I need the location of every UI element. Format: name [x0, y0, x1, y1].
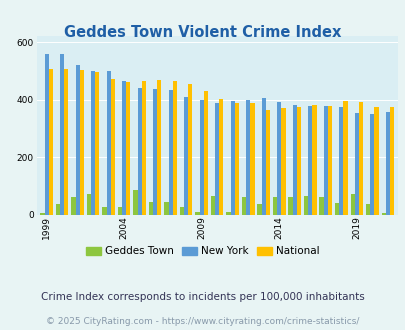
Bar — [327, 106, 331, 214]
Bar — [75, 65, 79, 214]
Bar — [95, 72, 99, 215]
Bar — [126, 82, 130, 214]
Bar — [133, 190, 137, 214]
Bar — [241, 197, 245, 215]
Bar — [60, 54, 64, 214]
Bar — [369, 114, 373, 214]
Bar — [319, 197, 323, 214]
Bar — [354, 113, 358, 214]
Bar — [64, 69, 68, 215]
Bar — [45, 54, 49, 214]
Bar — [272, 197, 277, 214]
Bar — [168, 90, 173, 214]
Legend: Geddes Town, New York, National: Geddes Town, New York, National — [82, 242, 323, 260]
Bar — [281, 108, 285, 214]
Bar — [87, 194, 91, 214]
Bar — [288, 197, 292, 215]
Bar — [358, 102, 362, 214]
Bar — [277, 102, 281, 214]
Bar — [71, 197, 75, 214]
Bar — [389, 107, 393, 214]
Bar — [164, 202, 168, 214]
Bar — [215, 103, 219, 214]
Bar — [292, 105, 296, 214]
Bar — [203, 91, 207, 214]
Bar — [195, 212, 199, 214]
Bar — [334, 203, 338, 214]
Bar — [122, 81, 126, 214]
Bar — [137, 88, 141, 214]
Bar — [234, 103, 239, 214]
Bar — [219, 99, 223, 214]
Bar — [153, 89, 157, 214]
Bar — [141, 81, 145, 214]
Text: © 2025 CityRating.com - https://www.cityrating.com/crime-statistics/: © 2025 CityRating.com - https://www.city… — [46, 317, 359, 326]
Bar — [183, 97, 188, 214]
Bar — [117, 207, 122, 215]
Bar — [311, 105, 316, 214]
Bar — [188, 84, 192, 214]
Bar — [106, 71, 111, 215]
Bar — [179, 207, 183, 215]
Bar — [307, 106, 311, 214]
Bar — [261, 98, 265, 214]
Bar — [40, 213, 45, 214]
Bar — [157, 80, 161, 214]
Bar — [385, 112, 389, 214]
Bar — [230, 101, 234, 214]
Bar — [365, 205, 369, 214]
Bar — [91, 71, 95, 215]
Bar — [350, 194, 354, 214]
Bar — [343, 101, 347, 214]
Bar — [102, 207, 106, 215]
Bar — [49, 69, 53, 215]
Bar — [173, 81, 177, 214]
Bar — [381, 213, 385, 214]
Bar — [56, 205, 60, 214]
Bar — [226, 212, 230, 214]
Bar — [199, 100, 203, 214]
Bar — [323, 107, 327, 214]
Bar — [338, 107, 343, 214]
Bar — [296, 107, 300, 214]
Bar — [149, 202, 153, 214]
Bar — [211, 196, 215, 214]
Bar — [303, 196, 307, 214]
Bar — [257, 205, 261, 214]
Bar — [111, 79, 115, 214]
Text: Geddes Town Violent Crime Index: Geddes Town Violent Crime Index — [64, 25, 341, 40]
Bar — [250, 103, 254, 214]
Bar — [245, 100, 250, 214]
Text: Crime Index corresponds to incidents per 100,000 inhabitants: Crime Index corresponds to incidents per… — [41, 292, 364, 302]
Bar — [79, 70, 84, 214]
Bar — [265, 110, 269, 214]
Bar — [373, 107, 377, 214]
